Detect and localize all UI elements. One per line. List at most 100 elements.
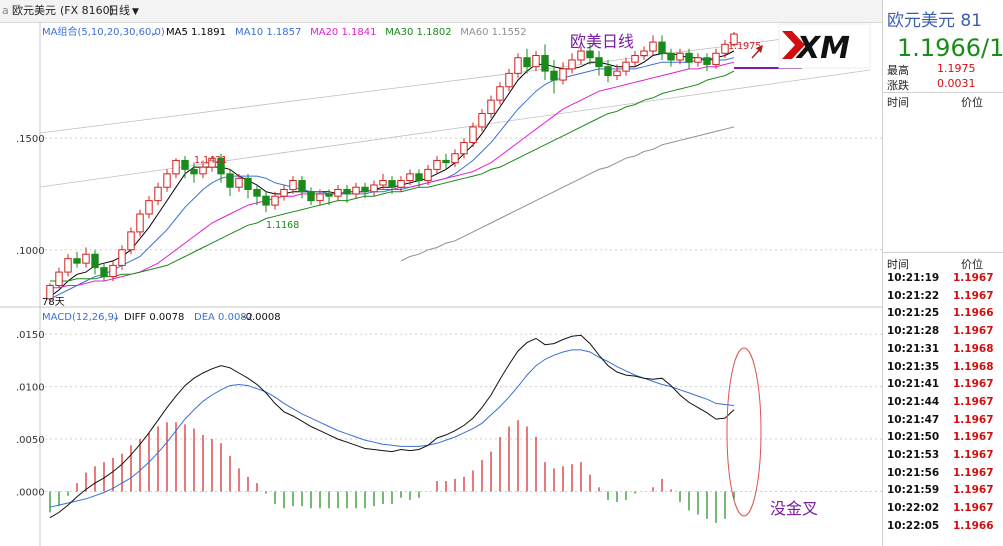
candle <box>685 48 693 69</box>
candle-body <box>487 99 495 115</box>
candle <box>199 160 207 179</box>
candle <box>217 153 225 183</box>
chevron-down-icon[interactable]: ⌄ <box>112 312 120 323</box>
candle <box>496 82 504 105</box>
candle-body <box>334 188 342 197</box>
candle-body <box>307 191 315 202</box>
macd-tick-label: .0100 <box>16 383 45 394</box>
macd-diff-label: DIFF 0.0078 <box>124 312 184 323</box>
candle-body <box>550 70 558 81</box>
high-price-label: 1.1975 <box>728 41 761 52</box>
ma-legend-item: MA5 1.1891 <box>166 27 226 38</box>
tick-price: 1.1968 <box>953 360 994 373</box>
candle-body <box>577 50 585 61</box>
candle <box>487 95 495 119</box>
candle-body <box>406 173 414 182</box>
tick-row: 10:21:53 1.1967 <box>883 449 1003 466</box>
chevron-down-icon: ▼ <box>132 7 139 17</box>
candle-body <box>208 157 216 168</box>
candle-body <box>586 50 594 59</box>
candle-body <box>370 184 378 193</box>
candle <box>613 64 621 81</box>
candle <box>469 122 477 148</box>
low-price-label: 1.1168 <box>266 220 299 231</box>
candle-body <box>91 253 99 269</box>
symbol-title: 欧元美元 <box>12 4 56 17</box>
candle <box>316 189 324 206</box>
quote-price: 1.1966/1 <box>897 34 1003 62</box>
candle-body <box>505 72 513 88</box>
tick-row: 10:21:59 1.1967 <box>883 484 1003 501</box>
candle-body <box>361 186 369 193</box>
macd-group-label[interactable]: MACD(12,26,9) <box>42 312 118 323</box>
ma-legend-item: MA30 1.1802 <box>385 27 451 38</box>
chart-area[interactable]: .1500 .1000 .0150 .0100 .0050 .0000 MA组合(5,1… <box>0 22 882 546</box>
tick-price: 1.1967 <box>953 413 994 426</box>
candle-body <box>523 57 531 68</box>
candle-body <box>685 52 693 63</box>
highlight-ellipse <box>726 347 762 517</box>
candle-body <box>694 57 702 63</box>
candle <box>658 35 666 60</box>
candle-body <box>460 142 468 155</box>
candle-body <box>541 54 549 72</box>
tick-price: 1.1967 <box>953 466 994 479</box>
ma5-line <box>49 50 735 298</box>
candle-body <box>388 180 396 188</box>
candle <box>352 182 360 199</box>
ma-legend-item: MA10 1.1857 <box>235 27 301 38</box>
candle-body <box>235 177 243 188</box>
candle <box>694 53 702 67</box>
high-value: 1.1975 <box>937 62 976 75</box>
candle <box>280 185 288 201</box>
candle-body <box>415 173 423 182</box>
candle <box>379 173 387 190</box>
change-label: 涨跌 <box>887 79 909 92</box>
tick-price: 1.1966 <box>953 519 994 532</box>
period-selector[interactable]: 日线 ▼ <box>108 0 139 23</box>
tick-row: 10:22:05 1.1966 <box>883 520 1003 537</box>
candle-body <box>55 271 63 286</box>
candle <box>397 176 405 192</box>
candle <box>640 46 648 60</box>
candle-body <box>73 258 81 264</box>
ma20-line <box>50 61 735 289</box>
candle-body <box>226 173 234 188</box>
tick-row: 10:21:19 1.1967 <box>883 272 1003 289</box>
tick-row: 10:21:22 1.1967 <box>883 290 1003 307</box>
candle <box>568 53 576 74</box>
candle <box>325 189 333 206</box>
tick-time: 10:21:41 <box>887 378 940 391</box>
candle-body <box>532 54 540 68</box>
candle <box>91 249 99 275</box>
period-label: 日线 <box>108 4 130 17</box>
candle-body <box>298 180 306 193</box>
candle <box>145 196 153 219</box>
candle <box>586 44 594 65</box>
candle-body <box>595 57 603 68</box>
candle-body <box>451 153 459 164</box>
candle <box>577 46 585 65</box>
chevron-down-icon[interactable]: ⌄ <box>150 27 158 38</box>
candle <box>181 155 189 179</box>
header-prefix: a <box>2 4 9 17</box>
candle <box>244 173 252 199</box>
candle <box>163 169 171 192</box>
candle-body <box>721 43 729 54</box>
candle <box>118 245 126 270</box>
ma-group-label[interactable]: MA组合(5,10,20,30,60,0) <box>42 25 165 38</box>
candle <box>631 51 639 67</box>
candle <box>703 53 711 72</box>
tick-row: 10:21:56 1.1967 <box>883 467 1003 484</box>
candle <box>532 51 540 72</box>
tick-time: 10:21:19 <box>887 272 940 284</box>
candle <box>82 247 90 268</box>
candle-body <box>109 264 117 278</box>
candle-body <box>127 231 135 251</box>
candle-body <box>478 113 486 128</box>
tick-price: 1.1967 <box>953 484 994 497</box>
tick-time: 10:22:05 <box>887 519 940 532</box>
candle <box>550 59 558 94</box>
candle-body <box>514 57 522 74</box>
